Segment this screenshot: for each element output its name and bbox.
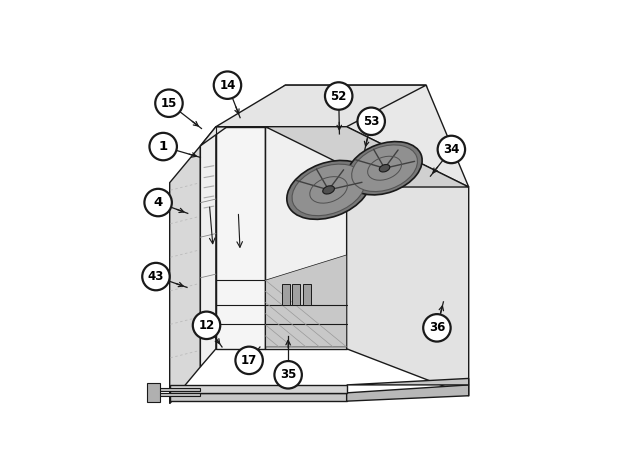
Polygon shape bbox=[170, 385, 347, 393]
Circle shape bbox=[155, 90, 183, 117]
Circle shape bbox=[358, 107, 385, 135]
Polygon shape bbox=[170, 393, 347, 401]
Circle shape bbox=[438, 136, 465, 163]
Ellipse shape bbox=[287, 160, 370, 219]
Text: 34: 34 bbox=[443, 143, 459, 156]
Polygon shape bbox=[285, 85, 426, 187]
Polygon shape bbox=[170, 146, 200, 404]
Ellipse shape bbox=[323, 186, 334, 194]
Polygon shape bbox=[200, 85, 469, 187]
Circle shape bbox=[193, 311, 220, 339]
Text: 17: 17 bbox=[241, 354, 257, 367]
Polygon shape bbox=[216, 85, 426, 127]
Circle shape bbox=[275, 361, 302, 388]
Circle shape bbox=[325, 82, 352, 110]
Polygon shape bbox=[150, 393, 200, 396]
Polygon shape bbox=[265, 127, 469, 187]
Bar bbox=[293, 284, 301, 305]
Text: 14: 14 bbox=[219, 79, 236, 91]
Polygon shape bbox=[347, 127, 469, 396]
Bar bbox=[281, 284, 290, 305]
Polygon shape bbox=[150, 388, 200, 392]
Text: 52: 52 bbox=[330, 90, 347, 103]
Ellipse shape bbox=[347, 142, 422, 195]
Text: 53: 53 bbox=[363, 115, 379, 128]
Polygon shape bbox=[347, 378, 469, 385]
Circle shape bbox=[423, 314, 451, 341]
Ellipse shape bbox=[352, 145, 417, 191]
Polygon shape bbox=[265, 255, 347, 347]
Ellipse shape bbox=[292, 164, 365, 216]
Text: 1: 1 bbox=[159, 140, 168, 153]
Text: 12: 12 bbox=[198, 319, 215, 332]
Text: 15: 15 bbox=[161, 97, 177, 110]
Text: 36: 36 bbox=[429, 321, 445, 334]
Circle shape bbox=[149, 133, 177, 160]
Polygon shape bbox=[200, 127, 216, 367]
Polygon shape bbox=[216, 127, 265, 349]
Ellipse shape bbox=[379, 165, 390, 172]
Bar bbox=[303, 284, 311, 305]
Text: 35: 35 bbox=[280, 368, 296, 381]
Circle shape bbox=[236, 347, 263, 374]
Polygon shape bbox=[347, 385, 469, 401]
Text: 43: 43 bbox=[148, 270, 164, 283]
Polygon shape bbox=[148, 383, 159, 402]
Polygon shape bbox=[265, 127, 347, 349]
Circle shape bbox=[144, 189, 172, 216]
Circle shape bbox=[214, 71, 241, 99]
Text: 4: 4 bbox=[154, 196, 163, 209]
Circle shape bbox=[142, 263, 170, 290]
